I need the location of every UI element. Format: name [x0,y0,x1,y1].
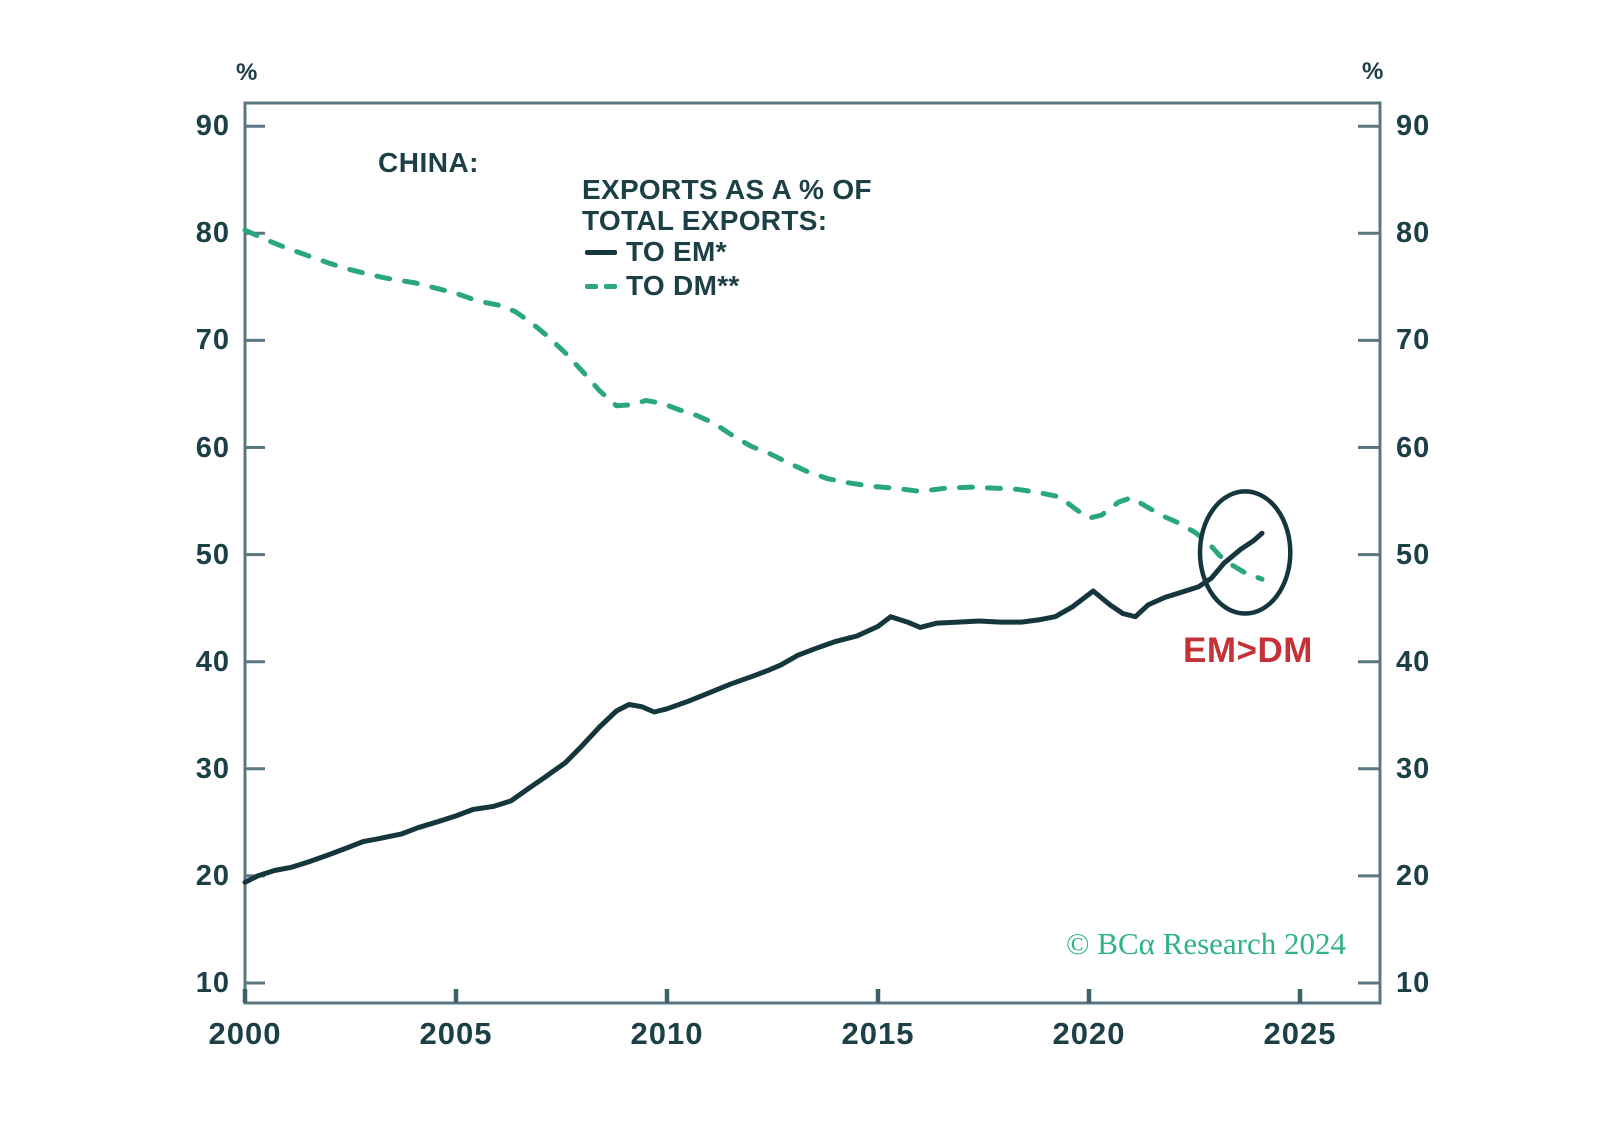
crossover-annotation-label: EM>DM [1183,631,1313,670]
legend-item-em-label: TO EM* [626,236,727,267]
y-axis-tick-label: 80 [1396,217,1431,250]
y-axis-tick-label: 60 [195,431,230,464]
y-axis-tick-label: 30 [1396,752,1431,785]
y-axis-tick-label: 80 [195,217,230,250]
y-axis-tick-label: 20 [195,859,230,892]
y-axis-tick-label: 50 [1396,538,1431,571]
x-axis-tick-label: 2015 [841,1016,915,1051]
x-axis-tick-label: 2000 [208,1016,282,1051]
x-axis-tick-label: 2025 [1263,1016,1337,1051]
legend-item-em: TO EM* [585,238,727,266]
legend-item-dm-label: TO DM** [626,270,740,301]
y-axis-unit-right: % [1362,58,1384,85]
watermark: © BCα Research 2024 [1066,926,1346,961]
crossover-circle-annotation [1197,489,1293,616]
y-axis-tick-label: 10 [1396,967,1431,999]
y-axis-tick-label: 20 [1396,859,1431,892]
y-axis-tick-label: 10 [195,967,230,999]
y-axis-tick-label: 90 [1396,110,1431,143]
legend-heading-line1: EXPORTS AS A % OF [582,174,872,205]
em-series-line [242,530,1265,885]
chart-frame [243,101,1382,1005]
x-axis-tick-label: 2010 [630,1016,704,1051]
y-axis-tick-label: 70 [195,324,230,357]
x-axis-tick-label: 2005 [419,1016,493,1051]
x-axis-tick-label: 2020 [1052,1016,1126,1051]
y-axis-tick-label: 70 [1396,324,1431,357]
legend-item-dm: TO DM** [585,272,740,300]
y-axis-tick-label: 60 [1396,431,1431,464]
y-axis-unit-left: % [236,59,258,86]
y-axis-tick-label: 50 [195,538,230,571]
chart-title: CHINA: [378,147,479,178]
y-axis-tick-label: 40 [195,645,230,678]
legend-heading-line2: TOTAL EXPORTS: [582,205,828,236]
y-axis-tick-label: 30 [195,752,230,785]
dm-series-line [242,227,1265,582]
y-axis-tick-label: 40 [1396,645,1431,678]
y-axis-tick-label: 90 [195,110,230,143]
solid-line-swatch-icon [585,249,617,255]
dashed-line-swatch-icon [585,283,617,289]
